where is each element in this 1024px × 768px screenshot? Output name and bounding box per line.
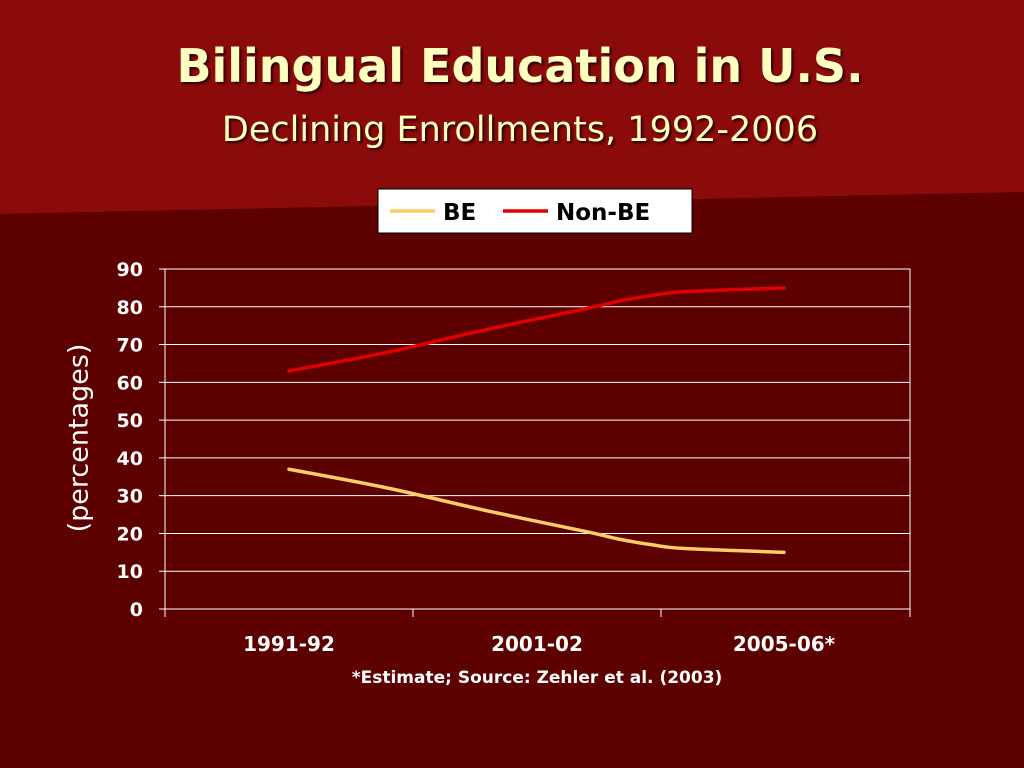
source-footnote: *Estimate; Source: Zehler et al. (2003)	[351, 668, 723, 688]
y-tick-label: 30	[117, 486, 143, 508]
axes	[159, 268, 911, 617]
x-tick-label: 2005-06*	[733, 632, 836, 656]
legend-label: BE	[443, 200, 476, 226]
x-tick-label: 1991-92	[243, 632, 335, 656]
slide-subtitle: Declining Enrollments, 1992-2006	[221, 110, 819, 150]
series-line-non-be	[287, 286, 786, 373]
gridlines	[165, 268, 910, 572]
y-tick-label: 50	[117, 410, 143, 432]
plot-area-border	[164, 268, 911, 610]
y-tick-label: 0	[130, 599, 143, 621]
x-tick-labels: 1991-92 2001-02 2005-06*	[243, 632, 836, 656]
y-tick-label: 10	[117, 561, 143, 583]
y-tick-label: 20	[117, 523, 143, 545]
legend-label: Non-BE	[556, 200, 650, 226]
series-line-be	[287, 467, 786, 555]
series-lines	[287, 286, 786, 555]
y-tick-label: 70	[117, 335, 143, 357]
y-tick-label: 40	[117, 448, 143, 470]
y-tick-labels: 0 10 20 30 40 50 60 70 80 90	[117, 259, 143, 621]
slide-title: Bilingual Education in U.S.	[176, 39, 864, 93]
legend: BE Non-BE	[377, 188, 693, 234]
y-tick-label: 60	[117, 372, 143, 394]
y-tick-label: 80	[117, 297, 143, 319]
x-tick-label: 2001-02	[491, 632, 583, 656]
y-tick-label: 90	[117, 259, 143, 281]
